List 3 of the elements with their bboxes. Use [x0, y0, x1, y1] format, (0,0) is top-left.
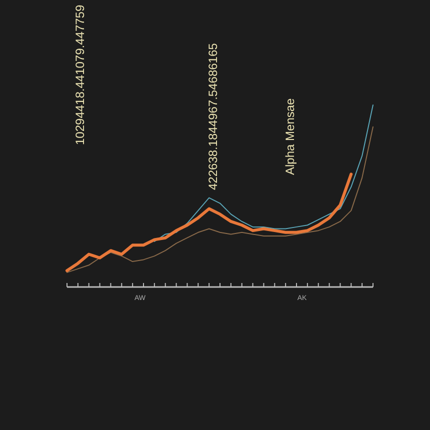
annotation: Alpha Mensae	[283, 98, 297, 175]
annotation: 10294418.441079.447759	[73, 4, 87, 145]
annotation: 422638.1844967.54686165	[206, 42, 220, 190]
